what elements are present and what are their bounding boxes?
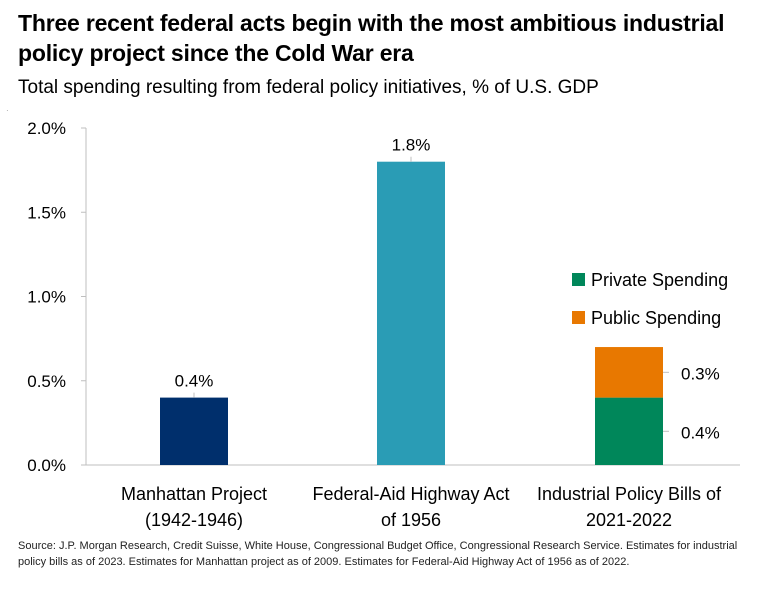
y-tick-label: 1.5%: [27, 203, 66, 222]
decorative-dot: ·: [6, 106, 9, 115]
bar-segment: [595, 397, 663, 465]
bar-segment: [377, 161, 445, 465]
x-category-label: of 1956: [381, 510, 441, 530]
chart-subtitle: Total spending resulting from federal po…: [18, 77, 599, 98]
y-tick-label: 0.5%: [27, 372, 66, 391]
data-label: 0.4%: [681, 423, 720, 442]
legend-swatch: [572, 273, 585, 286]
legend-label: Private Spending: [591, 270, 728, 290]
x-category-label: 2021-2022: [586, 510, 672, 530]
legend-swatch: [572, 311, 585, 324]
y-tick-label: 0.0%: [27, 456, 66, 475]
y-tick-label: 1.0%: [27, 288, 66, 307]
y-tick-label: 2.0%: [27, 119, 66, 138]
x-category-label: Federal-Aid Highway Act: [312, 484, 509, 504]
data-label: 0.3%: [681, 364, 720, 383]
x-category-label: (1942-1946): [145, 510, 243, 530]
x-category-label: Manhattan Project: [121, 484, 267, 504]
bar-segment: [160, 397, 228, 465]
chart-title: Three recent federal acts begin with the…: [18, 10, 725, 66]
source-note: Source: J.P. Morgan Research, Credit Sui…: [18, 540, 738, 568]
data-label: 1.8%: [392, 136, 431, 155]
data-label: 0.4%: [175, 372, 214, 391]
legend-label: Public Spending: [591, 308, 721, 328]
x-category-label: Industrial Policy Bills of: [537, 484, 722, 504]
bar-segment: [595, 347, 663, 398]
